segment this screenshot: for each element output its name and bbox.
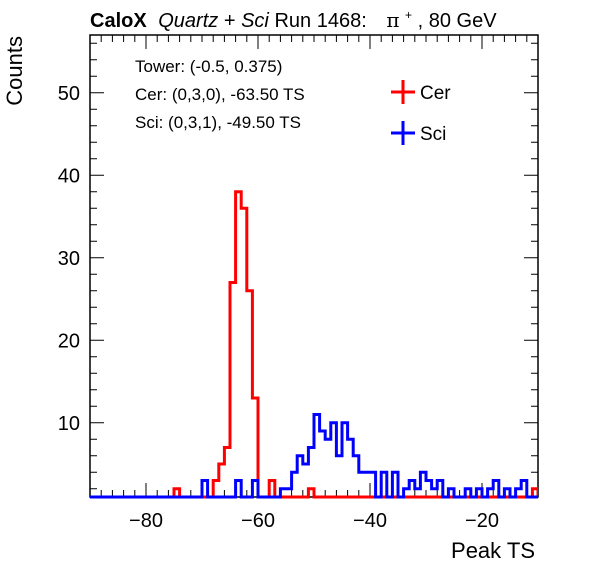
- annotation-tower: Tower: (-0.5, 0.375): [135, 57, 282, 76]
- y-tick-label: 20: [58, 330, 80, 352]
- axis-ticks: [90, 35, 538, 497]
- annotations: Tower: (-0.5, 0.375) Cer: (0,3,0), -63.5…: [135, 57, 305, 132]
- series-layer: [90, 190, 538, 499]
- title-particle: π: [386, 8, 399, 32]
- x-tick-label: −20: [465, 510, 499, 532]
- chart-title: CaloX Quartz + Sci Run 1468: π + , 80 Ge…: [90, 2, 497, 32]
- x-axis-label: Peak TS: [451, 538, 535, 563]
- title-plus: +: [224, 10, 241, 32]
- legend-marker-sci: [391, 121, 415, 145]
- title-charge: +: [405, 8, 412, 22]
- legend: Cer Sci: [391, 80, 451, 145]
- y-tick-label: 50: [58, 83, 80, 105]
- x-tick-label: −80: [129, 510, 163, 532]
- y-tick-label: 10: [58, 413, 80, 435]
- title-brand: CaloX: [90, 10, 147, 32]
- legend-marker-cer: [391, 80, 415, 104]
- annotation-sci: Sci: (0,3,1), -49.50 TS: [135, 113, 301, 132]
- x-tick-labels: −80 −60 −40 −20: [129, 510, 499, 532]
- annotation-cer: Cer: (0,3,0), -63.50 TS: [135, 85, 305, 104]
- y-tick-label: 40: [58, 165, 80, 187]
- series-cer-line: [90, 190, 538, 499]
- title-run: Run 1468:: [274, 10, 366, 32]
- title-energy: , 80 GeV: [418, 10, 498, 32]
- plot-area: [89, 34, 539, 499]
- y-axis-label: Counts: [2, 36, 27, 106]
- title-sci: Sci: [241, 10, 269, 32]
- title-quartz: Quartz: [158, 10, 218, 32]
- y-tick-labels: 10 20 30 40 50: [58, 83, 80, 435]
- legend-label-sci: Sci: [420, 124, 446, 145]
- x-tick-label: −40: [353, 510, 387, 532]
- y-tick-label: 30: [58, 248, 80, 270]
- legend-label-cer: Cer: [420, 83, 451, 104]
- x-tick-label: −60: [241, 510, 275, 532]
- series-sci-line: [90, 413, 538, 499]
